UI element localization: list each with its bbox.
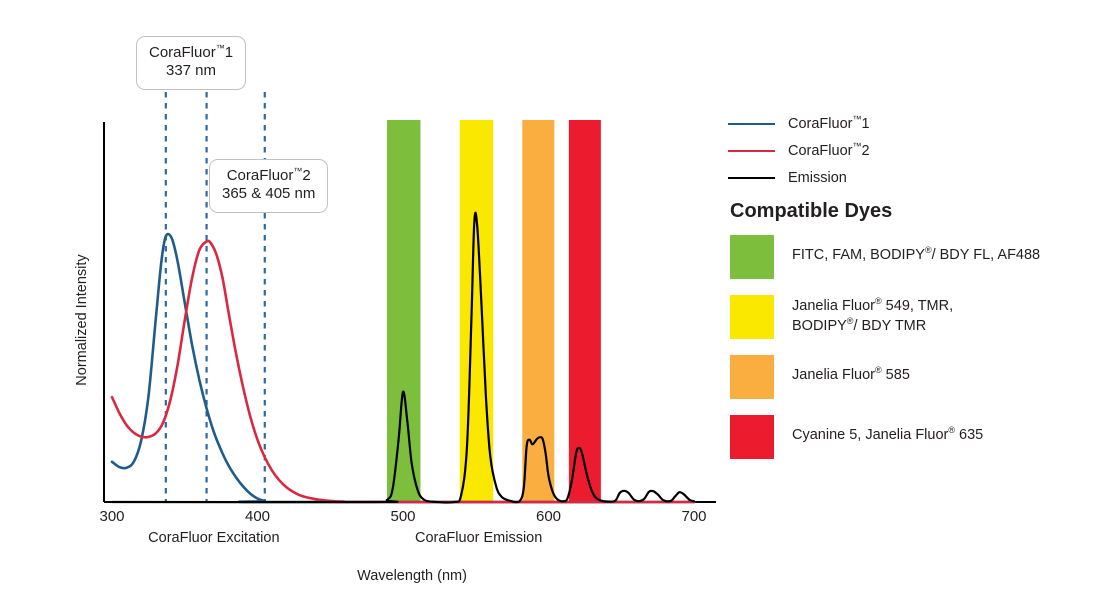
dye-label: Janelia Fluor® 585 — [792, 355, 910, 386]
callout-cf2-line2: 365 & 405 nm — [222, 185, 316, 203]
legend-line-swatch — [728, 176, 775, 179]
trademark-symbol: ™ — [852, 113, 862, 124]
registered-symbol: ® — [948, 425, 956, 436]
dye-row-1[interactable]: Janelia Fluor® 549, TMR, BODIPY®/ BDY TMR — [730, 295, 1100, 339]
dye-label-line: Janelia Fluor® 549, TMR, — [792, 296, 954, 314]
trademark-symbol: ™ — [852, 140, 862, 151]
callout-cf2-line1: CoraFluor™2 — [226, 166, 311, 185]
callout-corafluor-2: CoraFluor™2 365 & 405 nm — [209, 159, 329, 213]
legend-item-label: Emission — [788, 169, 847, 186]
legend-panel: CoraFluor™1 CoraFluor™2 Emission Compatibl… — [728, 0, 1110, 612]
dye-color-swatch — [730, 295, 774, 339]
callout-cf1-line2: 337 nm — [165, 62, 217, 80]
x-tick-300: 300 — [99, 508, 125, 525]
callout-corafluor-1: CoraFluor™1 337 nm — [136, 36, 247, 90]
green-band — [386, 120, 421, 502]
x-tick-700: 700 — [681, 508, 707, 525]
dye-label-line: Janelia Fluor® 585 — [792, 365, 910, 383]
region-label-excitation: CoraFluor Excitation — [148, 530, 280, 546]
dye-label: FITC, FAM, BODIPY®/ BDY FL, AF488 — [792, 235, 1040, 266]
series-legend: CoraFluor™1 CoraFluor™2 Emission — [728, 110, 1088, 191]
registered-symbol: ® — [875, 296, 882, 307]
registered-symbol: ® — [924, 245, 932, 256]
x-axis-title: Wavelength (nm) — [357, 568, 467, 584]
dye-label: Cyanine 5, Janelia Fluor® 635 — [792, 415, 983, 446]
x-tick-400: 400 — [244, 508, 271, 525]
registered-symbol: ® — [875, 365, 882, 376]
red-band — [568, 120, 601, 502]
dye-label-line: Cyanine 5, Janelia Fluor® 635 — [792, 425, 984, 443]
registered-symbol: ® — [846, 315, 854, 326]
legend-item-1[interactable]: CoraFluor™2 — [728, 137, 1088, 164]
dye-row-3[interactable]: Cyanine 5, Janelia Fluor® 635 — [730, 415, 1100, 459]
trademark-symbol: ™ — [293, 166, 303, 176]
dye-label-line: BODIPY®/ BDY TMR — [792, 315, 927, 334]
x-tick-500: 500 — [390, 508, 416, 525]
callout-cf1-line1: CoraFluor™1 — [149, 43, 234, 62]
dye-row-2[interactable]: Janelia Fluor® 585 — [730, 355, 1100, 399]
chart-area: CoraFluor™1 337 nm CoraFluor™2 365 & 405… — [74, 36, 716, 584]
dye-label-line: FITC, FAM, BODIPY®/ BDY FL, AF488 — [792, 245, 1041, 263]
dye-label: Janelia Fluor® 549, TMR, BODIPY®/ BDY TMR — [792, 295, 953, 336]
region-label-emission: CoraFluor Emission — [414, 530, 543, 546]
compatible-dyes-list: FITC, FAM, BODIPY®/ BDY FL, AF488 Janelia… — [730, 235, 1100, 475]
curve-corafluor2 — [110, 239, 696, 504]
legend-item-label: CoraFluor™1 — [788, 113, 870, 132]
dye-color-swatch — [730, 415, 774, 459]
legend-line-swatch — [728, 149, 775, 152]
legend-item-0[interactable]: CoraFluor™1 — [728, 110, 1088, 137]
y-axis-title: Normalized Intensity — [74, 254, 90, 386]
legend-item-2[interactable]: Emission — [728, 164, 1088, 191]
dye-color-swatch — [730, 235, 774, 279]
legend-item-label: CoraFluor™2 — [788, 140, 870, 159]
curve-emission — [110, 211, 696, 504]
compatible-dyes-heading: Compatible Dyes — [730, 200, 893, 222]
x-tick-600: 600 — [535, 508, 562, 525]
dye-color-swatch — [730, 355, 774, 399]
curve-corafluor1 — [110, 232, 696, 504]
trademark-symbol: ™ — [215, 43, 225, 53]
legend-line-swatch — [728, 122, 775, 125]
dye-row-0[interactable]: FITC, FAM, BODIPY®/ BDY FL, AF488 — [730, 235, 1100, 279]
